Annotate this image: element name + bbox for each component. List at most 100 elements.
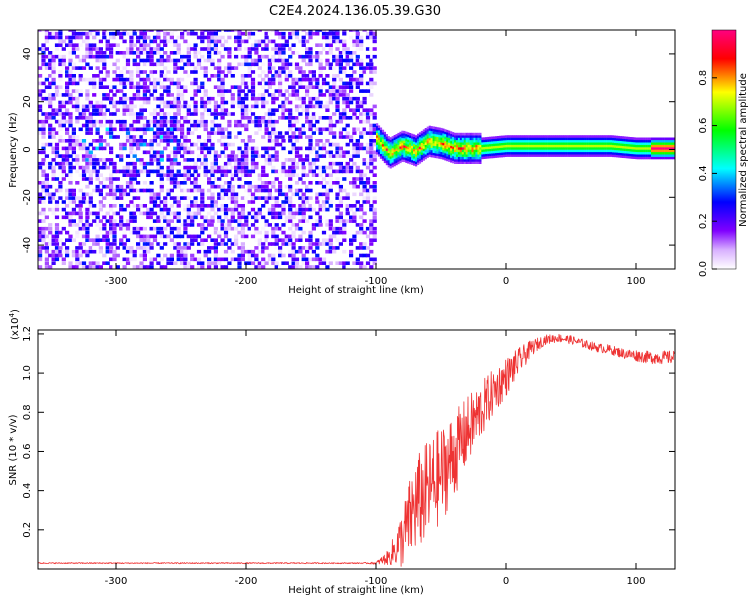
heatmap-cell-2920 bbox=[318, 74, 323, 78]
heatmap-cell-3086 bbox=[335, 89, 340, 93]
heatmap-cell-1313 bbox=[163, 196, 168, 200]
heatmap-cell-4793 bbox=[613, 142, 617, 146]
heatmap-cell-1575 bbox=[186, 169, 191, 174]
heatmap-cell-2329 bbox=[261, 62, 266, 67]
heatmap-cell-462 bbox=[81, 207, 87, 212]
heatmap-cell-2721 bbox=[301, 246, 306, 250]
heatmap-cell-976 bbox=[132, 215, 137, 220]
heatmap-cell-3075 bbox=[335, 161, 340, 166]
heatmap-cell-1149 bbox=[146, 47, 151, 51]
heatmap-cell-153 bbox=[51, 177, 56, 181]
heatmap-cell-3679 bbox=[405, 136, 408, 139]
heatmap-cell-621 bbox=[95, 108, 100, 112]
heatmap-cell-1852 bbox=[213, 131, 218, 135]
heatmap-cell-3931 bbox=[444, 153, 447, 156]
heatmap-cell-1077 bbox=[142, 265, 147, 269]
heatmap-cell-3711 bbox=[411, 155, 414, 158]
heatmap-cell-3618 bbox=[397, 159, 400, 162]
heatmap-cell-4598 bbox=[571, 135, 574, 138]
heatmap-cell-284 bbox=[65, 215, 70, 220]
heatmap-cell-653 bbox=[98, 119, 103, 124]
heatmap-cell-1904 bbox=[220, 257, 225, 262]
heatmap-cell-1082 bbox=[142, 242, 147, 246]
heatmap-cell-2100 bbox=[240, 253, 245, 258]
heatmap-cell-198 bbox=[54, 150, 60, 155]
heatmap-cell-4965 bbox=[651, 142, 654, 145]
heatmap-cell-1110 bbox=[142, 62, 147, 67]
heatmap-cell-702 bbox=[105, 246, 110, 250]
heatmap-cell-2481 bbox=[278, 215, 283, 220]
heatmap-cell-1027 bbox=[136, 116, 141, 120]
heatmap-cell-631 bbox=[95, 30, 100, 32]
heatmap-cell-23 bbox=[38, 108, 43, 112]
heatmap-cell-3855 bbox=[432, 145, 435, 149]
heatmap-cell-467 bbox=[81, 173, 87, 177]
heatmap-cell-1950 bbox=[223, 207, 229, 212]
heatmap-cell-4924 bbox=[643, 154, 646, 157]
heatmap-cell-1364 bbox=[166, 85, 171, 89]
heatmap-cell-187 bbox=[54, 226, 60, 231]
heatmap-cell-0 bbox=[38, 265, 43, 269]
heatmap-cell-2386 bbox=[267, 119, 272, 124]
heatmap-cell-3474 bbox=[376, 151, 379, 155]
heatmap-cell-4125 bbox=[473, 159, 476, 162]
heatmap-cell-2704 bbox=[298, 135, 303, 139]
heatmap-cell-1343 bbox=[166, 211, 171, 216]
heatmap-cell-1224 bbox=[156, 261, 161, 265]
heatmap-cell-2882 bbox=[315, 104, 320, 109]
heatmap-cell-3843 bbox=[430, 142, 433, 146]
heatmap-cell-523 bbox=[85, 51, 90, 55]
heatmap-cell-2052 bbox=[234, 154, 239, 158]
heatmap-cell-155 bbox=[51, 169, 56, 174]
heatmap-cell-3506 bbox=[379, 141, 383, 145]
heatmap-cell-3464 bbox=[372, 81, 377, 86]
heatmap-cell-4298 bbox=[506, 142, 509, 145]
heatmap-cell-1696 bbox=[200, 226, 205, 231]
heatmap-cell-663 bbox=[98, 58, 103, 63]
heatmap-cell-3705 bbox=[409, 137, 412, 141]
heatmap-cell-3509 bbox=[379, 134, 383, 138]
heatmap-cell-3975 bbox=[450, 143, 453, 146]
heatmap-cell-4072 bbox=[465, 161, 468, 164]
heatmap-cell-4842 bbox=[625, 155, 628, 159]
heatmap-cell-700 bbox=[105, 261, 110, 265]
heatmap-cell-4469 bbox=[543, 142, 546, 145]
heatmap-cell-367 bbox=[71, 158, 76, 162]
heatmap-cell-944 bbox=[129, 150, 134, 155]
heatmap-cell-1423 bbox=[173, 173, 178, 177]
heatmap-cell-771 bbox=[112, 257, 117, 262]
heatmap-cell-1999 bbox=[227, 62, 232, 67]
heatmap-cell-2134 bbox=[240, 62, 245, 67]
heatmap-cell-3928 bbox=[442, 128, 445, 132]
heatmap-cell-1480 bbox=[176, 93, 181, 97]
heatmap-cell-4294 bbox=[506, 151, 509, 155]
heatmap-cell-1247 bbox=[156, 112, 161, 116]
heatmap-cell-1154 bbox=[149, 261, 154, 265]
heatmap-cell-3244 bbox=[352, 161, 357, 166]
heatmap-cell-527 bbox=[85, 35, 90, 40]
heatmap-cell-2160 bbox=[244, 108, 249, 112]
heatmap-cell-687 bbox=[102, 104, 107, 109]
heatmap-cell-22 bbox=[38, 119, 43, 124]
heatmap-cell-1394 bbox=[169, 135, 174, 139]
heatmap-cell-1056 bbox=[139, 158, 144, 162]
heatmap-cell-4077 bbox=[465, 149, 468, 153]
heatmap-cell-4105 bbox=[469, 144, 472, 148]
heatmap-cell-2057 bbox=[234, 85, 239, 89]
heatmap-cell-3779 bbox=[420, 145, 423, 148]
heatmap-cell-4829 bbox=[621, 143, 624, 146]
heatmap-cell-3586 bbox=[391, 145, 394, 149]
heatmap-cell-3239 bbox=[352, 204, 357, 208]
heatmap-cell-26 bbox=[38, 93, 43, 97]
heatmap-cell-3382 bbox=[365, 131, 371, 135]
heatmap-cell-2524 bbox=[281, 169, 286, 174]
heatmap-cell-1237 bbox=[156, 161, 161, 166]
heatmap-cell-4249 bbox=[496, 152, 500, 156]
heatmap-cell-1345 bbox=[166, 192, 171, 197]
heatmap-cell-2442 bbox=[274, 246, 279, 250]
heatmap-cell-4357 bbox=[520, 151, 523, 155]
heatmap-cell-2630 bbox=[291, 173, 296, 177]
heatmap-cell-2464 bbox=[274, 108, 279, 112]
heatmap-cell-1825 bbox=[210, 47, 215, 51]
heatmap-cell-3535 bbox=[383, 139, 386, 142]
